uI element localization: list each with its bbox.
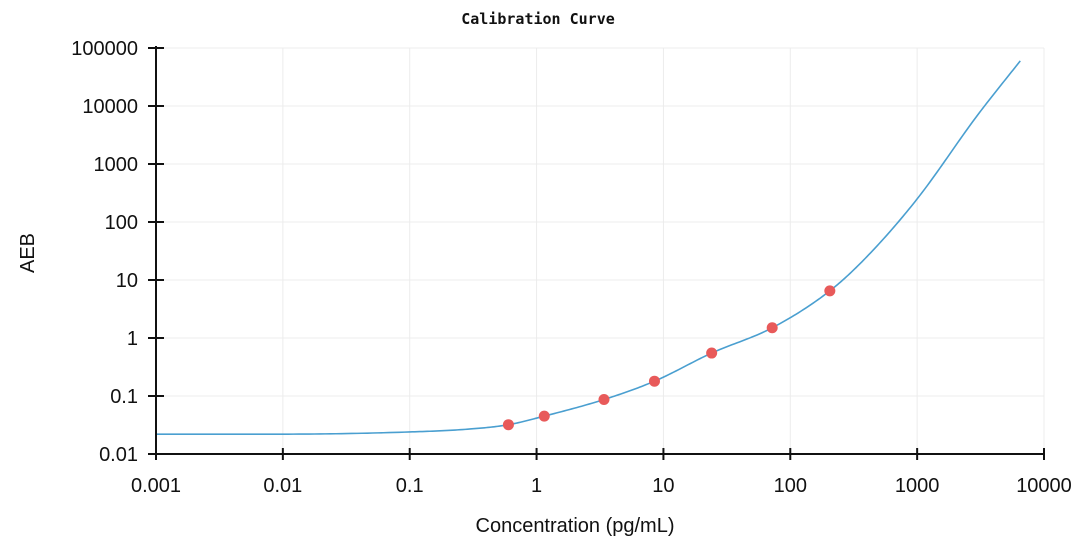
data-point	[502, 419, 514, 431]
axes: 0.001 0.01 0.1 1 10 100 1000 10000 0.01 0.1 1 10 100…	[71, 38, 1072, 497]
data-points-layer	[502, 285, 836, 431]
chart-title: Calibration Curve	[461, 10, 615, 28]
x-tick-label: 0.001	[131, 475, 181, 497]
x-axis-label: Concentration (pg/mL)	[476, 515, 675, 537]
x-tick-label: 0.01	[263, 475, 302, 497]
y-tick-label: 100	[105, 212, 138, 234]
x-tick-label: 100	[774, 475, 807, 497]
y-axis-label: AEB	[17, 233, 39, 273]
data-point	[598, 394, 610, 406]
y-tick-label: 0.01	[99, 444, 138, 466]
y-tick-label: 10000	[82, 96, 138, 118]
y-tick-label: 10	[116, 270, 138, 292]
x-tick-label: 10	[652, 475, 674, 497]
x-tick-label: 1	[531, 475, 542, 497]
data-point	[706, 347, 718, 359]
y-tick-label: 100000	[71, 38, 138, 60]
fit-curve-layer	[156, 60, 1021, 435]
x-tick-label: 1000	[895, 475, 940, 497]
y-tick-label: 0.1	[110, 386, 138, 408]
grid	[155, 47, 1045, 455]
x-tick-label: 10000	[1016, 475, 1072, 497]
y-tick-label: 1	[127, 328, 138, 350]
data-point	[766, 322, 778, 334]
x-tick-label: 0.1	[396, 475, 424, 497]
data-point	[538, 410, 550, 422]
data-point	[648, 375, 660, 387]
y-tick-label: 1000	[94, 154, 139, 176]
data-point	[824, 285, 836, 297]
fit-curve	[156, 60, 1021, 435]
